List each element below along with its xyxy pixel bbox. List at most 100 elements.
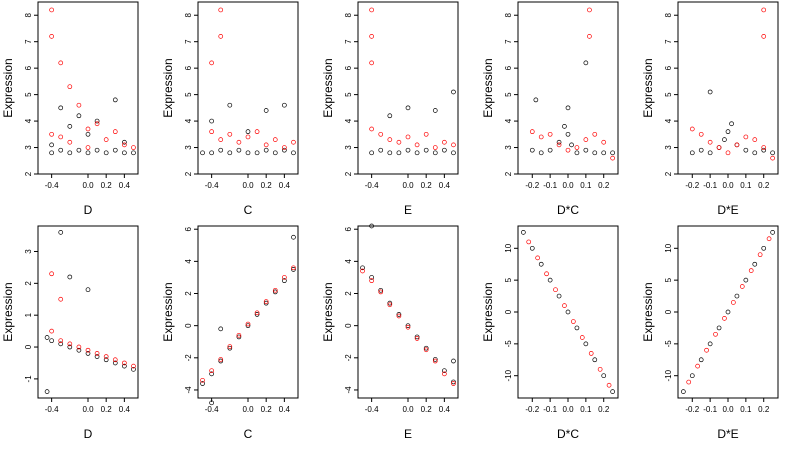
data-point-red [689, 126, 695, 132]
data-point-black [263, 300, 269, 306]
data-point-red [103, 137, 109, 142]
x-axis-label: D*E [717, 427, 738, 441]
y-axis-label: Expression [1, 58, 15, 117]
data-point-black [681, 389, 686, 394]
data-point-red [451, 381, 456, 386]
data-point-black [601, 373, 607, 379]
data-point-black [245, 129, 251, 135]
y-axis-label: Expression [321, 58, 335, 117]
data-point-black [538, 261, 544, 267]
data-point-red [538, 134, 544, 140]
x-tick-label: -0.1 [703, 405, 717, 414]
data-point-black [562, 124, 567, 129]
data-point-black [209, 400, 214, 406]
y-tick-label: 4 [664, 118, 673, 123]
x-axis-label: C [244, 203, 253, 217]
y-tick-label: 5 [504, 277, 513, 282]
data-point-red [748, 268, 754, 273]
data-point-red [442, 139, 447, 145]
data-point-red [722, 316, 727, 321]
data-point-black [112, 147, 118, 153]
data-point-red [396, 313, 402, 319]
y-tick-label: 2 [24, 171, 33, 176]
data-point-black [432, 108, 438, 113]
y-tick-label: 0 [184, 323, 193, 328]
data-point-black [743, 147, 749, 153]
data-point-black [291, 150, 296, 156]
data-point-black [451, 358, 456, 364]
data-point-red [606, 382, 612, 388]
data-point-red [94, 121, 100, 127]
y-tick-label: 4 [344, 118, 353, 123]
panel-10: -0.2 -0.1 0.0 0.1 0.2 -10 -5 0 5 10 D*E Expression [641, 225, 779, 441]
data-point-red [432, 145, 438, 150]
y-tick-label: 8 [344, 12, 353, 17]
data-point-black [583, 60, 589, 66]
x-tick-label: -0.4 [365, 181, 379, 190]
y-tick-label: 3 [504, 145, 513, 150]
data-point-black [752, 150, 758, 156]
data-point-red [103, 354, 109, 359]
data-point-red [556, 142, 562, 148]
data-point-black [76, 147, 82, 153]
x-axis-label: D [84, 427, 93, 441]
y-tick-label: 6 [184, 65, 193, 70]
y-tick-label: 7 [184, 39, 193, 44]
data-point-red [378, 131, 384, 137]
data-point-red [209, 129, 214, 135]
data-point-red [574, 145, 580, 150]
x-axis-label: D*E [717, 203, 738, 217]
y-tick-label: 4 [184, 259, 193, 264]
data-point-black [583, 341, 589, 347]
data-point-red [766, 236, 772, 242]
data-point-black [131, 366, 136, 372]
data-point-black [734, 293, 740, 299]
data-point-black [245, 323, 251, 329]
panel-5: -0.2 -0.1 0.0 0.1 0.2 2 3 4 5 6 7 8 D*E Expression [641, 1, 779, 217]
data-point-red [716, 145, 722, 150]
data-point-red [698, 131, 704, 137]
data-point-black [521, 230, 526, 235]
y-tick-label: 5 [344, 92, 353, 97]
y-axis-label: Expression [481, 282, 495, 341]
y-tick-label: 2 [664, 171, 673, 176]
data-point-black [770, 150, 775, 156]
data-point-red [112, 129, 118, 135]
data-point-red [85, 145, 91, 150]
panel-6: -0.4 0.0 0.2 0.4 -1 0 1 2 3 D Expression [1, 225, 139, 441]
y-tick-label: -10 [504, 369, 513, 381]
y-tick-label: 5 [504, 92, 513, 97]
data-point-red [263, 142, 269, 148]
data-point-black [263, 147, 269, 153]
data-point-red [414, 336, 420, 341]
data-point-black [209, 150, 214, 156]
y-tick-label: 7 [344, 39, 353, 44]
y-tick-label: 10 [664, 243, 673, 252]
data-point-black [112, 97, 118, 103]
data-point-black [378, 147, 384, 153]
data-point-black [49, 338, 54, 344]
x-tick-label: 0.2 [101, 181, 113, 190]
data-point-red [218, 357, 224, 362]
data-point-black [227, 150, 233, 156]
data-point-red [752, 137, 758, 142]
data-point-red [553, 287, 558, 293]
x-axis-label: D*C [557, 203, 579, 217]
y-tick-label: -1 [24, 375, 33, 383]
panel-2: -0.4 0.0 0.2 0.4 2 3 4 5 6 7 8 C Expression [161, 1, 299, 217]
data-point-black [698, 147, 704, 153]
x-tick-label: 0.2 [421, 405, 433, 414]
data-point-black [85, 287, 91, 293]
data-point-red [122, 142, 127, 148]
data-point-black [360, 265, 365, 271]
panel-8: -0.4 0.0 0.2 0.4 -4 -2 0 2 4 6 E Expression [321, 223, 459, 441]
data-point-red [547, 131, 553, 137]
data-point-black [725, 129, 731, 135]
y-tick-label: 2 [504, 171, 513, 176]
x-tick-label: 0.0 [242, 405, 254, 414]
y-tick-label: 7 [664, 39, 673, 44]
x-tick-label: 0.0 [82, 181, 94, 190]
data-point-black [722, 137, 727, 142]
y-tick-label: 0 [24, 344, 33, 349]
